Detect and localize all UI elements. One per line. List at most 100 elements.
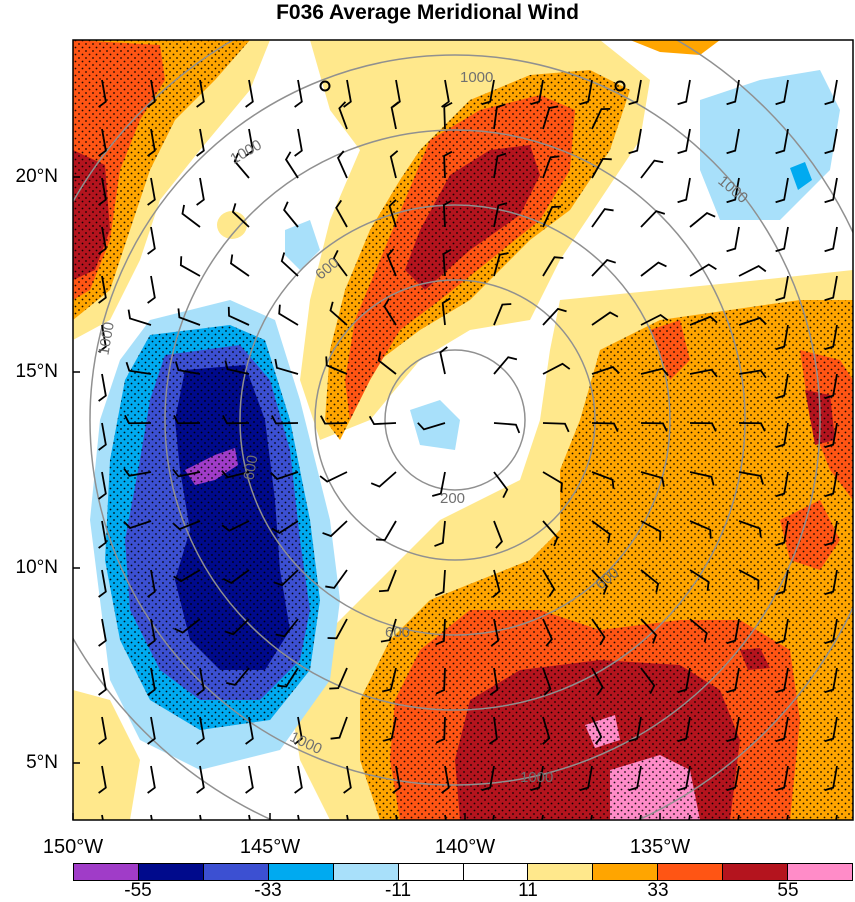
wind-barb bbox=[493, 422, 521, 434]
wind-barb bbox=[542, 422, 570, 433]
wind-barb bbox=[628, 128, 642, 155]
wind-barb bbox=[222, 569, 250, 585]
wind-barb bbox=[245, 765, 254, 794]
wind-barb bbox=[542, 256, 564, 277]
wind-barb bbox=[319, 415, 348, 425]
wind-barb bbox=[123, 520, 152, 529]
wind-barb bbox=[481, 79, 495, 106]
wind-barb bbox=[677, 177, 691, 204]
wind-barb bbox=[824, 422, 838, 449]
wind-barb bbox=[579, 765, 593, 792]
wind-barb bbox=[382, 716, 397, 742]
wind-barb bbox=[689, 211, 716, 228]
wind-barb bbox=[177, 308, 201, 326]
wind-barb bbox=[591, 667, 604, 696]
wind-barb bbox=[738, 316, 767, 326]
wind-barb bbox=[481, 765, 495, 792]
wind-barb bbox=[434, 520, 446, 547]
wind-barb bbox=[224, 618, 250, 636]
colorbar-swatch bbox=[528, 864, 594, 880]
lat-label-5n: 5°N bbox=[26, 752, 58, 773]
wind-barb bbox=[490, 618, 500, 647]
lat-label-15n: 15°N bbox=[15, 361, 58, 382]
wind-barb bbox=[824, 667, 838, 694]
wind-barb bbox=[775, 324, 789, 351]
wind-barb bbox=[726, 618, 740, 645]
wind-barb bbox=[381, 667, 397, 693]
wind-barb bbox=[390, 101, 400, 130]
wind-barb bbox=[380, 618, 397, 643]
wind-barb bbox=[343, 765, 352, 794]
wind-barb bbox=[325, 356, 348, 375]
wind-barb bbox=[579, 79, 593, 106]
wind-barb bbox=[173, 414, 201, 425]
wind-barb bbox=[738, 520, 762, 538]
wind-barb bbox=[294, 79, 303, 108]
wind-barb bbox=[224, 360, 250, 375]
colorbar-swatch bbox=[74, 864, 139, 880]
wind-barb bbox=[173, 569, 201, 583]
ring-label: 600 bbox=[385, 624, 410, 641]
wind-barb bbox=[591, 365, 620, 375]
wind-barb bbox=[689, 263, 717, 277]
wind-barb bbox=[775, 373, 789, 400]
colorbar-swatch bbox=[203, 864, 269, 880]
range-ring-200 bbox=[384, 349, 526, 491]
wind-barb bbox=[824, 79, 838, 106]
wind-barb bbox=[591, 716, 603, 745]
wind-barb bbox=[174, 361, 201, 375]
wind-barb bbox=[542, 471, 563, 493]
wind-barb bbox=[775, 765, 789, 792]
wind-barb bbox=[542, 105, 559, 130]
colorbar-label: -11 bbox=[384, 880, 412, 901]
wind-barb bbox=[824, 324, 838, 351]
wind-barb bbox=[640, 261, 667, 277]
wind-barb bbox=[196, 128, 205, 157]
wind-barb bbox=[442, 248, 452, 277]
wind-barb bbox=[284, 151, 299, 179]
wind-barb bbox=[147, 275, 156, 304]
wind-barb bbox=[147, 177, 156, 206]
wind-barb bbox=[245, 128, 254, 157]
wind-barb bbox=[271, 520, 299, 534]
wind-barb bbox=[640, 569, 660, 593]
wind-barb bbox=[277, 667, 299, 688]
wind-barb bbox=[196, 716, 205, 745]
wind-barb bbox=[221, 520, 250, 532]
wind-barb bbox=[591, 107, 611, 130]
wind-barb bbox=[775, 422, 789, 449]
wind-barb bbox=[738, 471, 764, 485]
wind-barb bbox=[775, 716, 789, 743]
colorbar-swatch bbox=[138, 864, 204, 880]
wind-barb bbox=[294, 128, 303, 157]
wind-barb bbox=[294, 716, 303, 745]
wind-barb bbox=[542, 716, 551, 745]
wind-barb bbox=[726, 177, 740, 204]
wind-barb bbox=[147, 716, 156, 745]
wind-barb bbox=[98, 471, 107, 500]
wind-barb bbox=[383, 298, 397, 326]
wind-barb bbox=[689, 422, 717, 432]
wind-barb bbox=[689, 471, 715, 486]
wind-barb bbox=[98, 520, 107, 549]
wind-barb bbox=[147, 618, 156, 647]
wind-barb bbox=[196, 79, 205, 108]
wind-barb bbox=[322, 520, 348, 538]
wind-barb bbox=[489, 667, 499, 696]
wind-barb bbox=[738, 264, 767, 277]
wind-barb bbox=[443, 150, 453, 179]
wind-barb bbox=[677, 716, 691, 743]
wind-barb bbox=[417, 422, 446, 431]
wind-barb bbox=[542, 618, 553, 647]
wind-barb bbox=[628, 79, 642, 106]
wind-barb bbox=[283, 201, 299, 228]
wind-barb bbox=[435, 667, 446, 695]
wind-barb bbox=[196, 765, 205, 794]
wind-barb bbox=[530, 765, 544, 792]
wind-barb bbox=[775, 128, 789, 155]
wind-barb bbox=[229, 254, 250, 277]
wind-barb bbox=[775, 177, 789, 204]
wind-barb bbox=[98, 177, 107, 206]
wind-barb bbox=[726, 128, 740, 155]
wind-barb bbox=[726, 716, 740, 743]
